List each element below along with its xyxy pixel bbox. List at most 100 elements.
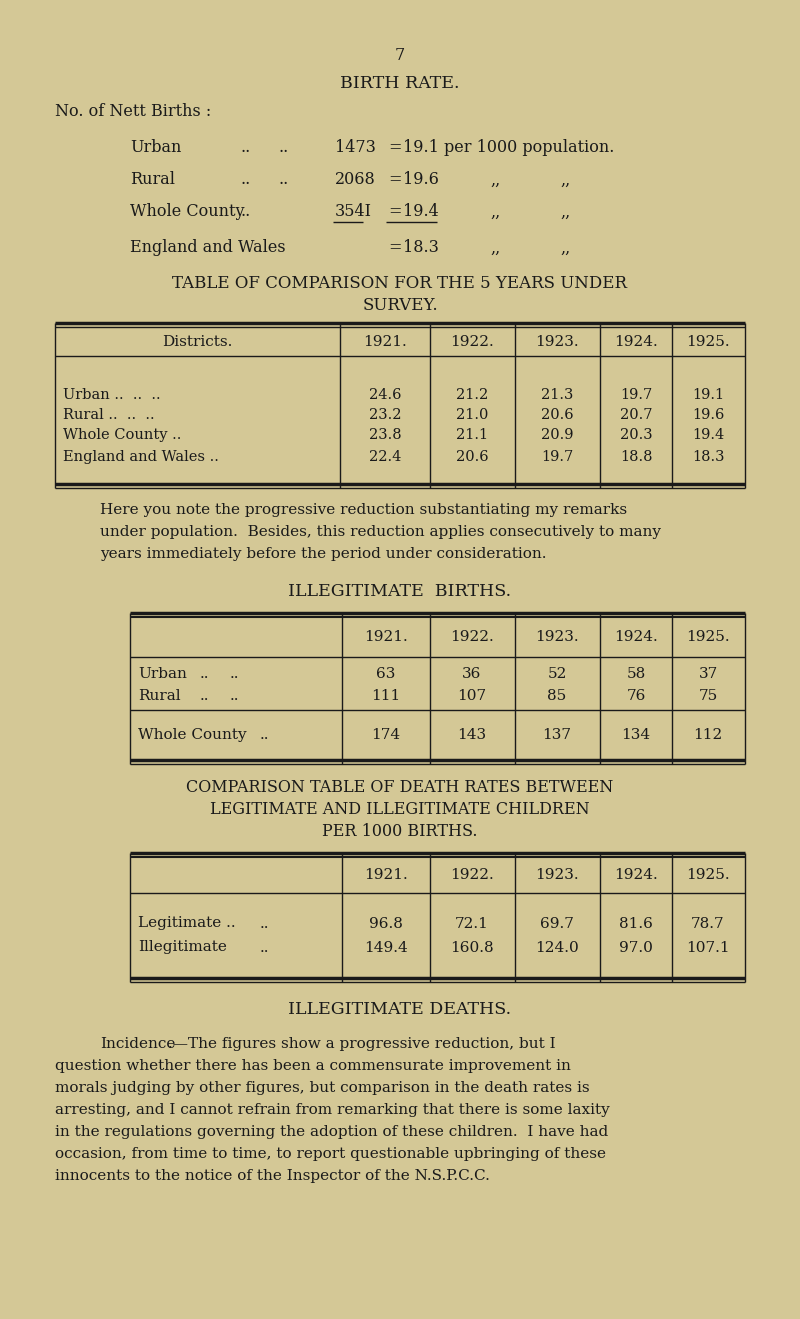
Text: ..: .. (240, 203, 250, 220)
Text: 134: 134 (622, 728, 650, 743)
Text: Districts.: Districts. (162, 335, 232, 348)
Text: in the regulations governing the adoption of these children.  I have had: in the regulations governing the adoptio… (55, 1125, 608, 1140)
Text: 1921.: 1921. (364, 868, 408, 882)
Text: 111: 111 (371, 689, 401, 703)
Text: No. of Nett Births :: No. of Nett Births : (55, 103, 211, 120)
Text: 20.6: 20.6 (456, 450, 488, 464)
Text: innocents to the notice of the Inspector of the N.S.P.C.C.: innocents to the notice of the Inspector… (55, 1169, 490, 1183)
Text: 1473: 1473 (335, 140, 376, 157)
Text: 19.4: 19.4 (692, 427, 724, 442)
Text: 69.7: 69.7 (540, 917, 574, 930)
Text: Illegitimate: Illegitimate (138, 940, 227, 955)
Text: 1922.: 1922. (450, 630, 494, 644)
Text: ..: .. (240, 140, 250, 157)
Text: ,,: ,, (560, 203, 570, 220)
Text: England and Wales: England and Wales (130, 240, 286, 256)
Text: 19.7: 19.7 (620, 388, 652, 402)
Text: ..: .. (260, 917, 270, 930)
Text: 19.6: 19.6 (403, 171, 439, 189)
Text: Here you note the progressive reduction substantiating my remarks: Here you note the progressive reduction … (100, 503, 627, 517)
Text: 18.8: 18.8 (620, 450, 652, 464)
Text: ..: .. (200, 666, 210, 681)
Text: ,,: ,, (490, 203, 500, 220)
Text: under population.  Besides, this reduction applies consecutively to many: under population. Besides, this reductio… (100, 525, 661, 539)
Text: Whole County: Whole County (130, 203, 245, 220)
Text: Whole County: Whole County (138, 728, 246, 743)
Text: 52: 52 (547, 666, 566, 681)
Text: 21.0: 21.0 (456, 408, 488, 422)
Text: 22.4: 22.4 (369, 450, 401, 464)
Text: 18.3: 18.3 (692, 450, 724, 464)
Text: 19.7: 19.7 (541, 450, 573, 464)
Text: arresting, and I cannot refrain from remarking that there is some laxity: arresting, and I cannot refrain from rem… (55, 1103, 610, 1117)
Text: 1921.: 1921. (363, 335, 407, 348)
Text: 1925.: 1925. (686, 630, 730, 644)
Text: 1924.: 1924. (614, 335, 658, 348)
Text: 18.3: 18.3 (403, 240, 439, 256)
Text: 149.4: 149.4 (364, 940, 408, 955)
Text: 21.1: 21.1 (456, 427, 488, 442)
Text: 58: 58 (626, 666, 646, 681)
Text: LEGITIMATE AND ILLEGITIMATE CHILDREN: LEGITIMATE AND ILLEGITIMATE CHILDREN (210, 802, 590, 819)
Text: COMPARISON TABLE OF DEATH RATES BETWEEN: COMPARISON TABLE OF DEATH RATES BETWEEN (186, 780, 614, 797)
Text: 21.2: 21.2 (456, 388, 488, 402)
Text: 137: 137 (542, 728, 571, 743)
Text: 23.2: 23.2 (369, 408, 402, 422)
Text: 354I: 354I (335, 203, 372, 220)
Text: ..: .. (200, 689, 210, 703)
Text: Urban ..  ..  ..: Urban .. .. .. (63, 388, 161, 402)
Text: 160.8: 160.8 (450, 940, 494, 955)
Text: 1921.: 1921. (364, 630, 408, 644)
Text: .—The figures show a progressive reduction, but I: .—The figures show a progressive reducti… (168, 1037, 556, 1051)
Text: 97.0: 97.0 (619, 940, 653, 955)
Text: 37: 37 (698, 666, 718, 681)
Text: 1923.: 1923. (535, 868, 579, 882)
Text: 63: 63 (376, 666, 396, 681)
Text: 36: 36 (462, 666, 482, 681)
Text: ,,: ,, (490, 240, 500, 256)
Text: ..: .. (260, 940, 270, 955)
Text: ,,: ,, (560, 171, 570, 189)
Text: 24.6: 24.6 (369, 388, 402, 402)
Text: ILLEGITIMATE  BIRTHS.: ILLEGITIMATE BIRTHS. (289, 583, 511, 600)
Text: Legitimate ..: Legitimate .. (138, 917, 236, 930)
Text: 76: 76 (626, 689, 646, 703)
Text: 78.7: 78.7 (691, 917, 725, 930)
Text: 1923.: 1923. (535, 335, 579, 348)
Text: Incidence: Incidence (100, 1037, 175, 1051)
Text: 20.3: 20.3 (620, 427, 652, 442)
Text: 72.1: 72.1 (455, 917, 489, 930)
Text: Rural: Rural (138, 689, 181, 703)
Text: 23.8: 23.8 (369, 427, 402, 442)
Text: 19.1: 19.1 (692, 388, 724, 402)
Text: 2068: 2068 (335, 171, 376, 189)
Text: 19.1 per 1000 population.: 19.1 per 1000 population. (403, 140, 614, 157)
Text: occasion, from time to time, to report questionable upbringing of these: occasion, from time to time, to report q… (55, 1148, 606, 1161)
Text: 1922.: 1922. (450, 335, 494, 348)
Text: 112: 112 (694, 728, 722, 743)
Text: 174: 174 (371, 728, 401, 743)
Text: TABLE OF COMPARISON FOR THE 5 YEARS UNDER: TABLE OF COMPARISON FOR THE 5 YEARS UNDE… (173, 274, 627, 291)
Text: 20.7: 20.7 (620, 408, 652, 422)
Text: 81.6: 81.6 (619, 917, 653, 930)
Text: 107: 107 (458, 689, 486, 703)
Text: =: = (388, 171, 402, 189)
Text: =: = (388, 140, 402, 157)
Text: 96.8: 96.8 (369, 917, 403, 930)
Text: 19.6: 19.6 (692, 408, 724, 422)
Text: 143: 143 (458, 728, 486, 743)
Text: 107.1: 107.1 (686, 940, 730, 955)
Text: =: = (388, 203, 402, 220)
Text: ..: .. (278, 140, 288, 157)
Text: Whole County ..: Whole County .. (63, 427, 182, 442)
Text: ..: .. (230, 689, 239, 703)
Text: 85: 85 (547, 689, 566, 703)
Text: 7: 7 (395, 46, 405, 63)
Text: ,,: ,, (560, 240, 570, 256)
Text: Urban: Urban (138, 666, 187, 681)
Text: question whether there has been a commensurate improvement in: question whether there has been a commen… (55, 1059, 571, 1072)
Text: PER 1000 BIRTHS.: PER 1000 BIRTHS. (322, 823, 478, 840)
Text: England and Wales ..: England and Wales .. (63, 450, 219, 464)
Text: 1925.: 1925. (686, 868, 730, 882)
Text: 1924.: 1924. (614, 630, 658, 644)
